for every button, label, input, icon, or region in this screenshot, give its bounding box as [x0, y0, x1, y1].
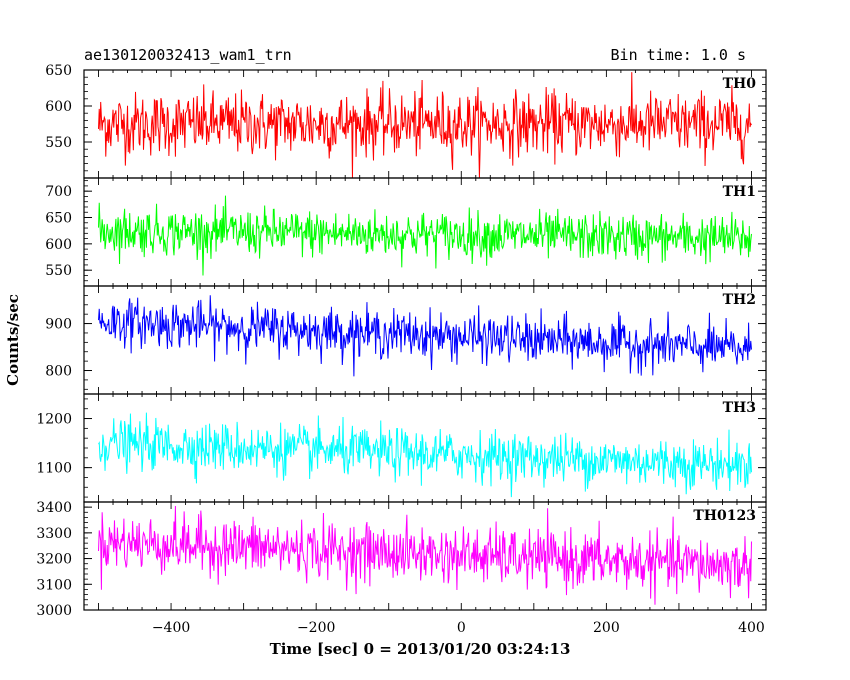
y-tick-label: 3000	[36, 603, 72, 619]
x-tick-label: 200	[593, 620, 620, 636]
y-tick-label: 550	[45, 135, 72, 151]
panel-th3: 1100 1200 TH3	[36, 393, 767, 503]
panel-th0: 550 600 650 TH0	[45, 63, 767, 179]
x-tick-label: −400	[152, 620, 190, 636]
y-tick-label: 650	[45, 63, 72, 79]
y-tick-label: 700	[45, 184, 72, 200]
x-axis-title: Time [sec] 0 = 2013/01/20 03:24:13	[270, 640, 571, 658]
y-tick-label: 600	[45, 99, 72, 115]
series-line-th0123	[98, 506, 752, 605]
y-tick-label: 600	[45, 237, 72, 253]
series-label: TH2	[723, 292, 756, 308]
series-label: TH0123	[693, 508, 756, 524]
y-tick-label: 550	[45, 263, 72, 279]
series-line-th3	[98, 412, 752, 498]
y-tick-label: 1200	[36, 412, 72, 428]
series-label: TH0	[723, 76, 757, 92]
series-line-th0	[98, 72, 752, 178]
series-line-th2	[98, 295, 752, 377]
panel-frame	[83, 69, 767, 179]
x-axis: −400 −200 0 200 400	[152, 620, 765, 636]
series-line-th1	[98, 195, 752, 276]
y-tick-label: 3300	[36, 526, 72, 542]
series-label: TH3	[723, 400, 756, 416]
series-label: TH1	[723, 184, 756, 200]
x-tick-label: 0	[457, 620, 466, 636]
y-tick-label: 800	[45, 364, 72, 380]
panel-frame	[83, 501, 767, 611]
y-tick-label: 900	[45, 317, 72, 333]
chart-title: ae130120032413_wam1_trn	[84, 46, 292, 64]
panel-frame	[83, 393, 767, 503]
panels-group: 550 600 650 TH0 550 600 650 700 TH1 800 900 TH2 1100…	[36, 63, 767, 619]
panel-th1: 550 600 650 700 TH1	[45, 177, 767, 287]
x-tick-label: 400	[738, 620, 765, 636]
y-tick-label: 3100	[36, 577, 72, 593]
bin-time-label: Bin time: 1.0 s	[611, 46, 746, 64]
x-tick-label: −200	[297, 620, 335, 636]
panel-th2: 800 900 TH2	[45, 285, 767, 395]
y-tick-label: 650	[45, 211, 72, 227]
panel-th0123: 3000 3100 3200 3300 3400 TH0123	[36, 500, 767, 619]
y-tick-label: 3200	[36, 552, 72, 568]
y-tick-label: 1100	[36, 461, 72, 477]
y-tick-label: 3400	[36, 500, 72, 516]
y-axis-title: Counts/sec	[4, 294, 22, 386]
